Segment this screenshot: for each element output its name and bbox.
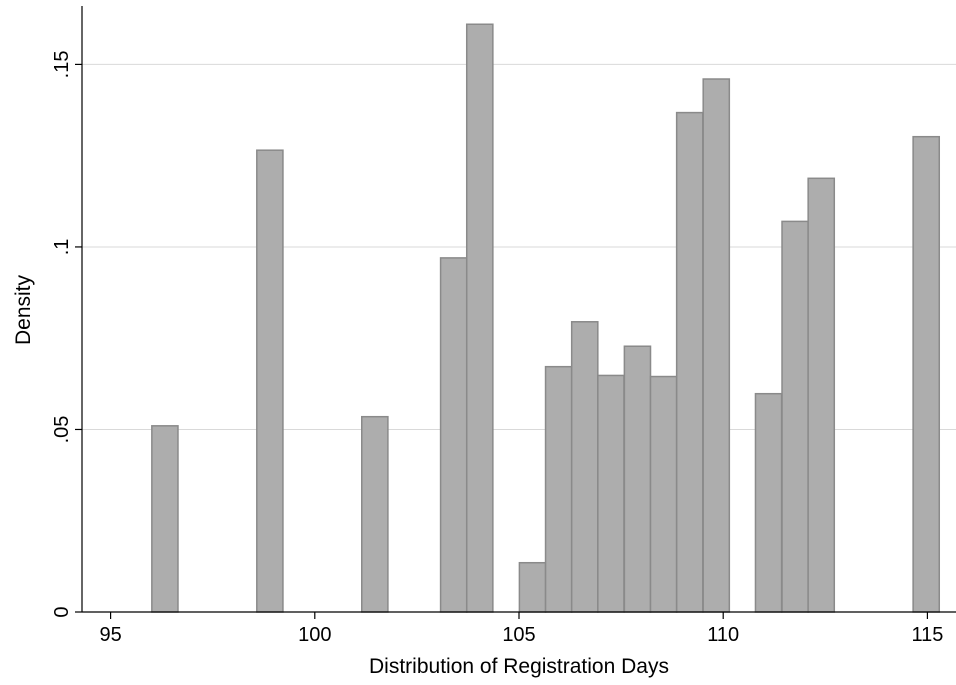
x-tick-label: 95 — [99, 624, 121, 646]
histogram-bar — [256, 149, 284, 613]
y-axis-ticks: 0 .05 .1 .15 — [51, 51, 82, 618]
x-tick-label: 110 — [707, 624, 739, 646]
x-tick-label: 105 — [502, 624, 535, 646]
histogram-bar — [570, 321, 599, 613]
histogram-bar — [649, 375, 678, 613]
histogram-bar — [781, 220, 809, 613]
histogram-bar — [151, 425, 179, 613]
histogram-bar — [807, 177, 836, 613]
y-tick-label: .15 — [51, 51, 73, 79]
histogram-bar — [518, 561, 547, 613]
y-tick-label: .1 — [51, 239, 73, 256]
x-tick-label: 100 — [298, 624, 331, 646]
histogram-bar — [623, 345, 652, 613]
histogram-bar — [597, 374, 625, 613]
histogram-bar — [439, 257, 468, 613]
x-axis-ticks: 95 100 105 110 115 — [99, 612, 943, 646]
x-tick-label: 115 — [911, 624, 943, 646]
y-axis-title: Density — [12, 274, 35, 345]
y-tick-label: 0 — [51, 606, 73, 617]
histogram-bar — [675, 111, 704, 613]
x-axis-title: Distribution of Registration Days — [369, 655, 669, 678]
histogram-bar — [465, 23, 494, 613]
histogram-bar — [754, 392, 783, 613]
histogram-bar — [361, 415, 389, 613]
y-tick-label: .05 — [51, 416, 73, 444]
histogram-bars — [151, 23, 941, 613]
histogram-bar — [544, 365, 573, 613]
histogram-bar — [912, 135, 941, 613]
histogram-bar — [702, 78, 731, 613]
